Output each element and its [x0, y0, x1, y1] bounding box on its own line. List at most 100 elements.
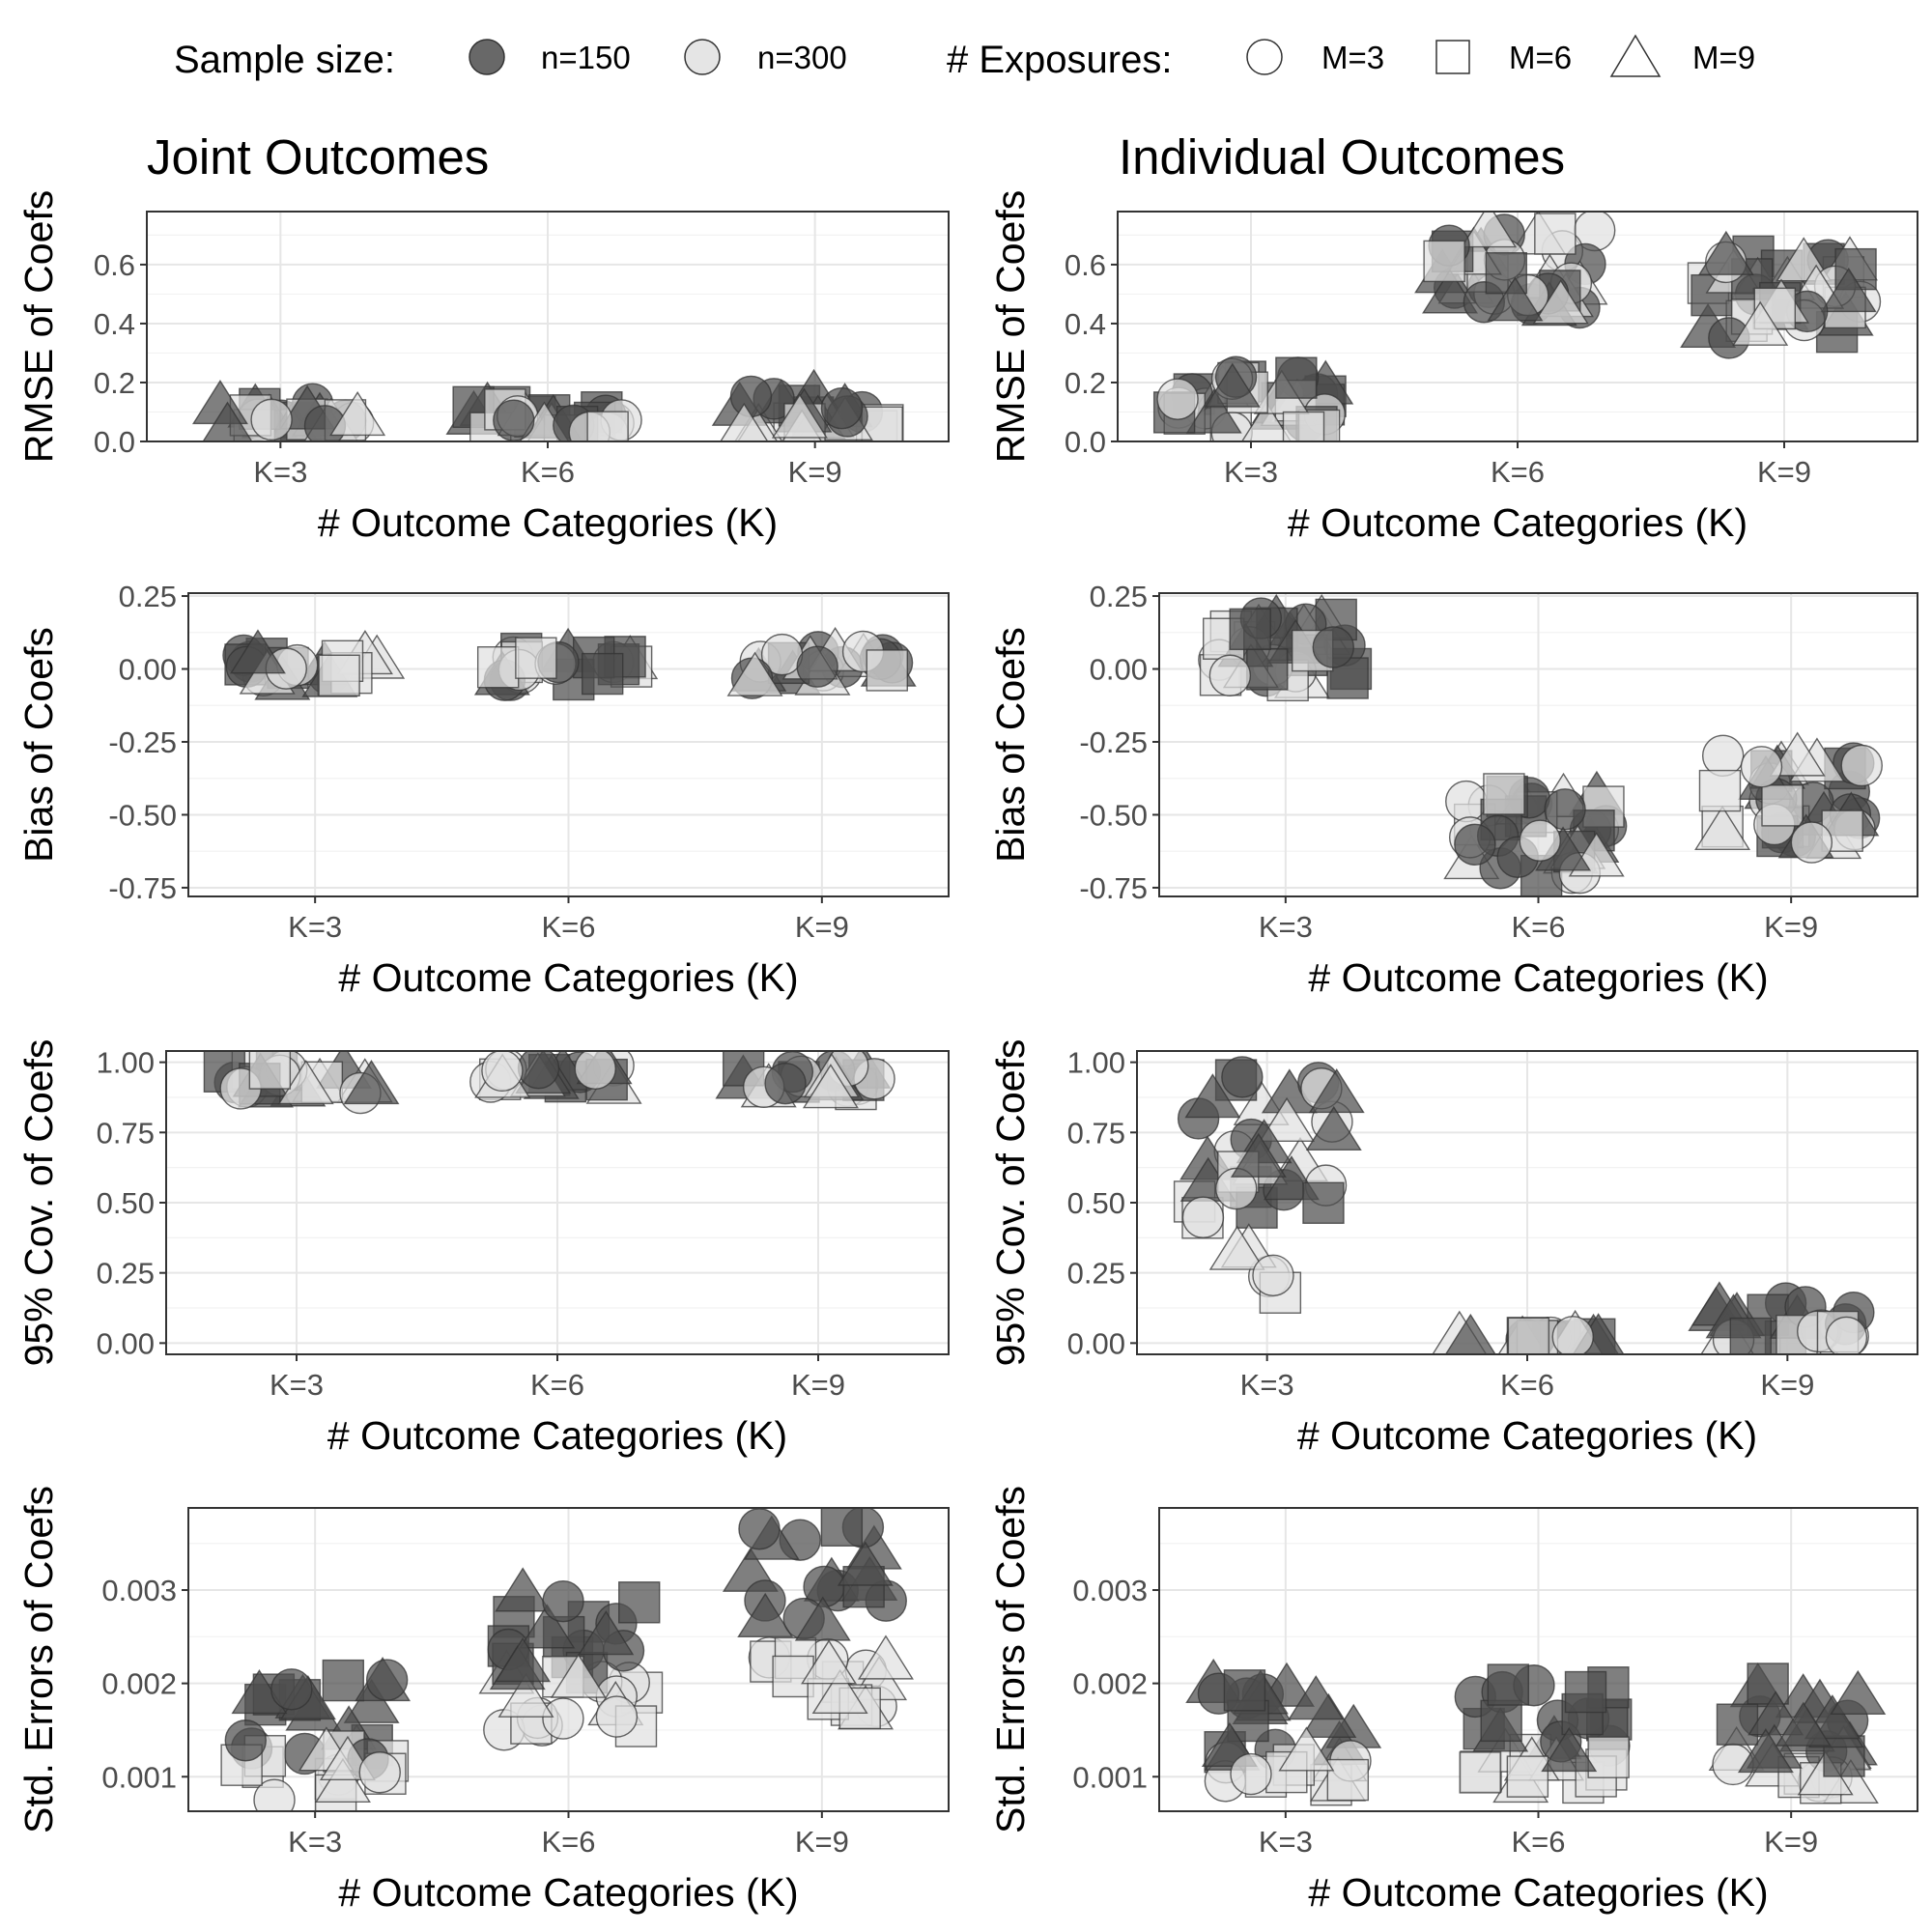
- x-tick-label: K=3: [1240, 1368, 1294, 1402]
- x-tick-label: K=9: [1757, 455, 1811, 489]
- panel-indiv-rmse: 0.0 0.2 0.4 0.6 K=3 K=6 K=9 # Outcome Categorie…: [988, 190, 1918, 545]
- y-tick-label: 0.001: [101, 1760, 177, 1794]
- data-point-triangle: [519, 1604, 576, 1649]
- data-point-square: [322, 1659, 365, 1702]
- y-tick-label: 0.00: [1090, 653, 1148, 687]
- column-title-joint: Joint Outcomes: [147, 129, 489, 185]
- data-point-triangle: [1697, 230, 1754, 275]
- data-point-circle: [481, 1051, 524, 1093]
- x-tick-label: K=3: [288, 910, 342, 944]
- data-points: [220, 1508, 914, 1811]
- data-points: [1198, 593, 1883, 896]
- data-point-triangle: [811, 1668, 868, 1715]
- data-point-square: [1302, 1181, 1345, 1224]
- data-point-triangle: [495, 1567, 552, 1612]
- x-tick-label: K=6: [541, 1825, 595, 1859]
- y-tick-label: 1.00: [97, 1046, 155, 1080]
- data-point-triangle: [1694, 805, 1751, 850]
- data-point-triangle: [1830, 1669, 1887, 1715]
- panel-joint-bias: 0.25 0.00 -0.25 -0.50 -0.75 K=3 K=6 K=9 # Outcom…: [16, 580, 950, 1000]
- data-point-triangle: [1461, 212, 1518, 248]
- y-axis-title: 95% Cov. of Coefs: [16, 1039, 61, 1367]
- panel-border: [1117, 211, 1918, 442]
- y-tick-label: 0.25: [119, 580, 177, 613]
- data-point-circle: [358, 1751, 401, 1794]
- legend-m3-label: M=3: [1321, 40, 1384, 75]
- data-point-triangle: [1820, 267, 1877, 313]
- legend: Sample size: n=150 n=300 # Exposures: M=…: [174, 34, 1755, 81]
- panel-border: [187, 1507, 950, 1812]
- data-point-square: [1229, 608, 1271, 651]
- x-tick-label: K=9: [788, 455, 842, 489]
- data-point-circle: [517, 1051, 560, 1090]
- data-point-triangle: [495, 1637, 552, 1683]
- x-tick-label: K=6: [521, 455, 575, 489]
- data-point-triangle: [1184, 1073, 1241, 1119]
- y-tick-label: 1.00: [1067, 1046, 1125, 1080]
- panel-indiv-se: 0.003 0.002 0.001 K=3 K=6 K=9 # Outcome Catego…: [988, 1486, 1918, 1915]
- data-point-triangle: [737, 1592, 794, 1637]
- data-point-square: [248, 1051, 292, 1090]
- x-tick-label: K=9: [795, 1825, 849, 1859]
- data-point-triangle: [1259, 1096, 1316, 1143]
- data-point-triangle: [497, 1672, 554, 1718]
- y-tick-label: 0.00: [97, 1326, 155, 1360]
- y-tick-label: 0.002: [101, 1667, 177, 1701]
- data-point-square: [1747, 1662, 1789, 1705]
- legend-exposures-title: # Exposures:: [947, 39, 1172, 81]
- data-point-circle: [1312, 626, 1354, 668]
- data-point-triangle: [1208, 1225, 1265, 1270]
- panel-border: [1158, 1507, 1918, 1812]
- panel-border: [146, 211, 950, 442]
- data-point-square: [1506, 1755, 1549, 1798]
- y-tick-label: 0.2: [1065, 366, 1106, 400]
- data-point-triangle: [550, 1653, 607, 1698]
- y-tick-label: 0.50: [97, 1186, 155, 1220]
- panel-joint-cov: 1.00 0.75 0.50 0.25 0.00 K=3 K=6 K=9# Outcome C…: [16, 1039, 950, 1458]
- data-point-circle: [1208, 654, 1252, 696]
- panel-indiv-cov: 1.00 0.75 0.50 0.25 0.00 K=3 K=6 K=9# Outcome C…: [988, 1039, 1918, 1458]
- y-tick-label: 0.001: [1072, 1760, 1148, 1794]
- y-tick-label: 0.6: [94, 248, 135, 282]
- data-points: [191, 368, 904, 441]
- data-point-circle: [820, 386, 864, 430]
- data-points: [203, 1051, 895, 1115]
- x-tick-label: K=3: [270, 1368, 324, 1402]
- x-axis-title: # Outcome Categories (K): [1308, 955, 1768, 1000]
- data-point-triangle: [1305, 1105, 1362, 1151]
- data-point-square: [1716, 1703, 1759, 1746]
- data-point-circle: [1519, 819, 1561, 862]
- data-point-circle: [1454, 823, 1496, 867]
- legend-n300-label: n=300: [757, 40, 847, 75]
- y-axis-title: RMSE of Coefs: [16, 190, 61, 464]
- legend-n150-marker: [469, 39, 505, 75]
- data-point-square: [1564, 1670, 1607, 1714]
- data-point-square: [1459, 1751, 1501, 1794]
- panel-border: [1136, 1050, 1918, 1355]
- y-tick-label: 0.2: [94, 366, 135, 400]
- data-point-triangle: [1230, 1132, 1287, 1178]
- data-point-triangle: [1732, 300, 1789, 346]
- data-point-triangle: [1444, 1313, 1496, 1354]
- y-tick-label: -0.50: [108, 798, 177, 832]
- panel-border: [1158, 592, 1918, 897]
- data-point-square: [1275, 356, 1318, 399]
- x-tick-label: K=6: [541, 910, 595, 944]
- data-point-square: [515, 637, 557, 679]
- data-point-circle: [738, 1508, 781, 1550]
- data-point-square: [820, 1508, 864, 1547]
- data-point-circle: [224, 1719, 267, 1762]
- data-point-triangle: [314, 1757, 371, 1804]
- data-point-triangle: [1204, 362, 1261, 408]
- y-tick-label: 0.50: [1067, 1186, 1125, 1220]
- data-points: [1185, 1658, 1887, 1806]
- legend-n300-marker: [684, 39, 721, 75]
- y-tick-label: 0.00: [119, 653, 177, 687]
- data-point-circle: [1740, 746, 1783, 788]
- x-axis-title: # Outcome Categories (K): [1297, 1413, 1757, 1458]
- x-tick-label: K=6: [1511, 910, 1565, 944]
- y-tick-label: 0.25: [1067, 1257, 1125, 1291]
- y-tick-label: 0.0: [94, 425, 135, 459]
- x-tick-label: K=9: [1760, 1368, 1814, 1402]
- data-point-triangle: [1487, 276, 1544, 322]
